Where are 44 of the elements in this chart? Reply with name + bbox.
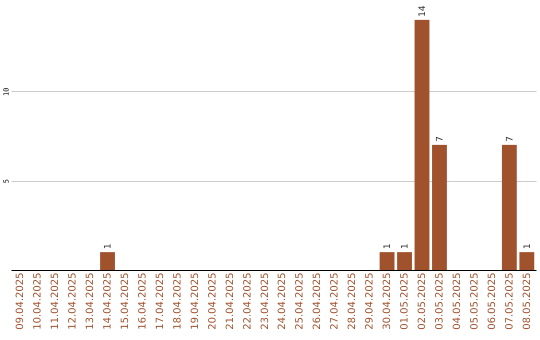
x-tick-label: 07.05.2025: [504, 272, 516, 330]
x-tick-label: 05.05.2025: [469, 272, 480, 330]
x-tick-label: 15.04.2025: [120, 272, 131, 330]
x-tick-label: 13.04.2025: [85, 272, 96, 330]
x-tick-label: 19.04.2025: [190, 272, 201, 330]
x-tick-label: 11.04.2025: [50, 272, 62, 330]
x-tick-label: 08.05.2025: [522, 272, 533, 330]
data-label: 1: [104, 243, 114, 250]
x-tick-label: 06.05.2025: [486, 272, 498, 330]
x-tick-label: 27.04.2025: [330, 272, 341, 330]
bar: [432, 144, 447, 270]
x-tick-label: 23.04.2025: [260, 272, 271, 330]
x-tick-label: 25.04.2025: [294, 272, 306, 330]
x-tick-label: 29.04.2025: [364, 272, 376, 330]
x-tick-label: 22.04.2025: [242, 272, 254, 330]
bar: [414, 20, 430, 270]
data-label: 1: [400, 243, 411, 250]
bar: [100, 252, 115, 270]
x-tick-label: 04.05.2025: [452, 272, 463, 330]
x-tick-label: 26.04.2025: [312, 272, 324, 330]
bar: [380, 252, 394, 270]
bar: [397, 252, 412, 270]
x-tick-label: 09.04.2025: [15, 272, 26, 330]
bar: [502, 144, 517, 270]
x-tick-label: 18.04.2025: [172, 272, 184, 330]
x-tick-label: 02.05.2025: [417, 272, 428, 330]
x-tick-label: 03.05.2025: [434, 272, 446, 330]
x-tick-label: 10.04.2025: [32, 272, 44, 330]
x-tick-label: 12.04.2025: [68, 272, 79, 330]
x-tick-label: 21.04.2025: [224, 272, 236, 330]
x-tick-label: 24.04.2025: [277, 272, 288, 330]
data-label: 14: [418, 5, 428, 17]
x-tick-label: 14.04.2025: [102, 272, 114, 330]
data-label: 7: [505, 136, 516, 142]
data-label: 1: [383, 243, 394, 250]
x-tick-label: 30.04.2025: [382, 272, 394, 330]
bar: [519, 252, 534, 270]
x-tick-label: 01.05.2025: [400, 272, 411, 330]
x-tick-label: 28.04.2025: [347, 272, 358, 330]
x-tick-label: 16.04.2025: [137, 272, 148, 330]
data-label: 1: [522, 243, 533, 250]
x-tick-label: 20.04.2025: [207, 272, 218, 330]
data-label: 7: [435, 136, 446, 142]
x-tick-label: 17.04.2025: [154, 272, 166, 330]
